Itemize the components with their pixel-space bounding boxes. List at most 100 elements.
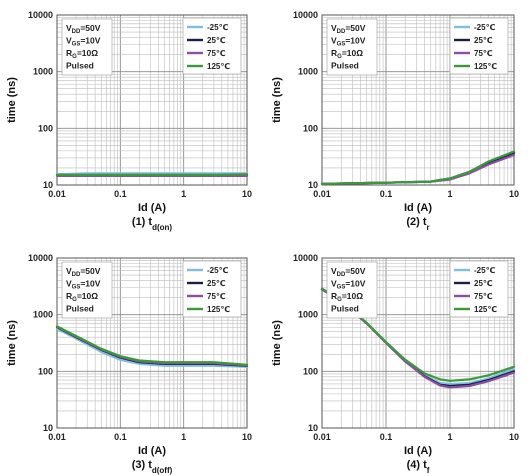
condition-text: VGS=10V [66, 279, 101, 291]
plot-frame [56, 257, 248, 429]
panel-caption-main: (2) t [406, 216, 427, 228]
plot-frame [56, 14, 248, 186]
y-tick-label: 10 [43, 180, 53, 190]
y-axis-label: time (ns) [271, 77, 283, 123]
y-tick-label: 1000 [33, 310, 53, 320]
legend-label: 25℃ [474, 36, 493, 45]
legend-label: -25℃ [207, 266, 229, 275]
condition-text: VDD=50V [331, 23, 366, 35]
condition-text: Pulsed [66, 61, 94, 71]
panel-caption-main: (4) t [407, 459, 428, 471]
panel-caption: (4) tf [407, 459, 430, 475]
x-axis-label: Id (A) [404, 445, 432, 457]
legend-label: -25℃ [207, 23, 229, 32]
legend-label: -25℃ [474, 23, 496, 32]
condition-text: RG=10Ω [331, 48, 363, 60]
legend-label: 25℃ [207, 36, 226, 45]
plot-frame [321, 14, 515, 186]
legend-label: 125℃ [474, 62, 497, 71]
series-line-1 [55, 327, 249, 368]
conditions-box [326, 18, 378, 76]
conditions-box [61, 18, 113, 76]
x-tick-label: 0.1 [380, 189, 393, 199]
condition-text-value: =10Ω [77, 48, 98, 58]
x-tick-label: 1 [447, 189, 452, 199]
condition-text-symbol: R [66, 291, 72, 301]
condition-text-value: =10Ω [77, 291, 98, 301]
series-line-4 [320, 150, 516, 185]
x-tick-label: 1 [447, 432, 452, 442]
y-tick-label: 10 [43, 423, 53, 433]
panel-caption-sub: d(on) [152, 223, 172, 232]
y-tick-label: 10000 [28, 253, 53, 263]
x-tick-label: 0.01 [313, 189, 331, 199]
x-tick-label: 0.01 [313, 432, 331, 442]
legend-label: 75℃ [207, 49, 226, 58]
condition-text-symbol: V [331, 23, 337, 33]
condition-text-symbol: V [66, 36, 72, 46]
y-tick-label: 100 [38, 366, 53, 376]
condition-text-value: =10V [345, 279, 365, 289]
condition-text-symbol: R [66, 48, 72, 58]
legend-label: 125℃ [207, 305, 230, 314]
condition-text-subscript: DD [72, 272, 81, 278]
legend-label: 125℃ [474, 305, 497, 314]
x-tick-label: 1 [181, 432, 186, 442]
legend-label: 75℃ [474, 49, 493, 58]
panel-caption: (2) tr [406, 216, 429, 232]
y-tick-label: 10000 [293, 253, 318, 263]
condition-text: Pulsed [66, 304, 94, 314]
conditions-box [326, 261, 378, 319]
panel-caption: (3) td(off) [132, 459, 173, 475]
condition-text: RG=10Ω [331, 291, 363, 303]
condition-text-subscript: GS [72, 42, 81, 48]
legend: -25℃ 25℃ 75℃ 125℃ [182, 17, 242, 75]
condition-text: Pulsed [331, 304, 359, 314]
condition-text-subscript: G [337, 297, 342, 303]
condition-text-value: =50V [80, 266, 100, 276]
condition-text: VDD=50V [66, 23, 101, 35]
legend-label: -25℃ [474, 266, 496, 275]
series-line-1 [55, 172, 249, 176]
condition-text: VDD=50V [66, 266, 101, 278]
condition-text-symbol: V [66, 23, 72, 33]
series-line-4 [55, 173, 249, 177]
condition-text-symbol: V [66, 279, 72, 289]
condition-text-value: =10V [80, 36, 100, 46]
panel-caption-sub: f [427, 466, 430, 475]
legend: -25℃ 25℃ 75℃ 125℃ [182, 260, 242, 318]
condition-text: RG=10Ω [66, 48, 98, 60]
legend-label: 25℃ [474, 279, 493, 288]
condition-text-symbol: R [331, 48, 337, 58]
legend-label: 25℃ [207, 279, 226, 288]
chart-panel-2: 0.01 0.1 1 10 10 100 1000 10000 Id (A) time (ns) (… [271, 10, 519, 232]
x-tick-label: 0.01 [48, 189, 66, 199]
condition-text: Pulsed [331, 61, 359, 71]
x-tick-label: 10 [242, 432, 252, 442]
series-line-4 [55, 325, 249, 366]
condition-text-value: =10V [80, 279, 100, 289]
condition-text-subscript: G [337, 54, 342, 60]
condition-text-value: =50V [345, 266, 365, 276]
condition-text-value: =10Ω [342, 48, 363, 58]
x-tick-label: 0.1 [380, 432, 393, 442]
x-axis-label: Id (A) [404, 202, 432, 214]
panel-caption-main: (3) t [132, 459, 153, 471]
x-axis-label: Id (A) [138, 445, 166, 457]
condition-text-subscript: GS [337, 42, 346, 48]
y-tick-label: 10 [308, 423, 318, 433]
y-tick-label: 1000 [298, 310, 318, 320]
condition-text: VGS=10V [66, 36, 101, 48]
conditions-box [61, 261, 113, 319]
condition-text-symbol: V [66, 266, 72, 276]
y-tick-label: 10 [308, 180, 318, 190]
panel-caption: (1) td(on) [132, 216, 172, 232]
condition-text-value: =50V [345, 23, 365, 33]
y-tick-label: 10000 [293, 10, 318, 20]
condition-text-symbol: V [331, 36, 337, 46]
panel-caption-main: (1) t [132, 216, 153, 228]
y-tick-label: 10000 [28, 10, 53, 20]
x-tick-label: 1 [181, 189, 186, 199]
y-tick-label: 100 [303, 366, 318, 376]
